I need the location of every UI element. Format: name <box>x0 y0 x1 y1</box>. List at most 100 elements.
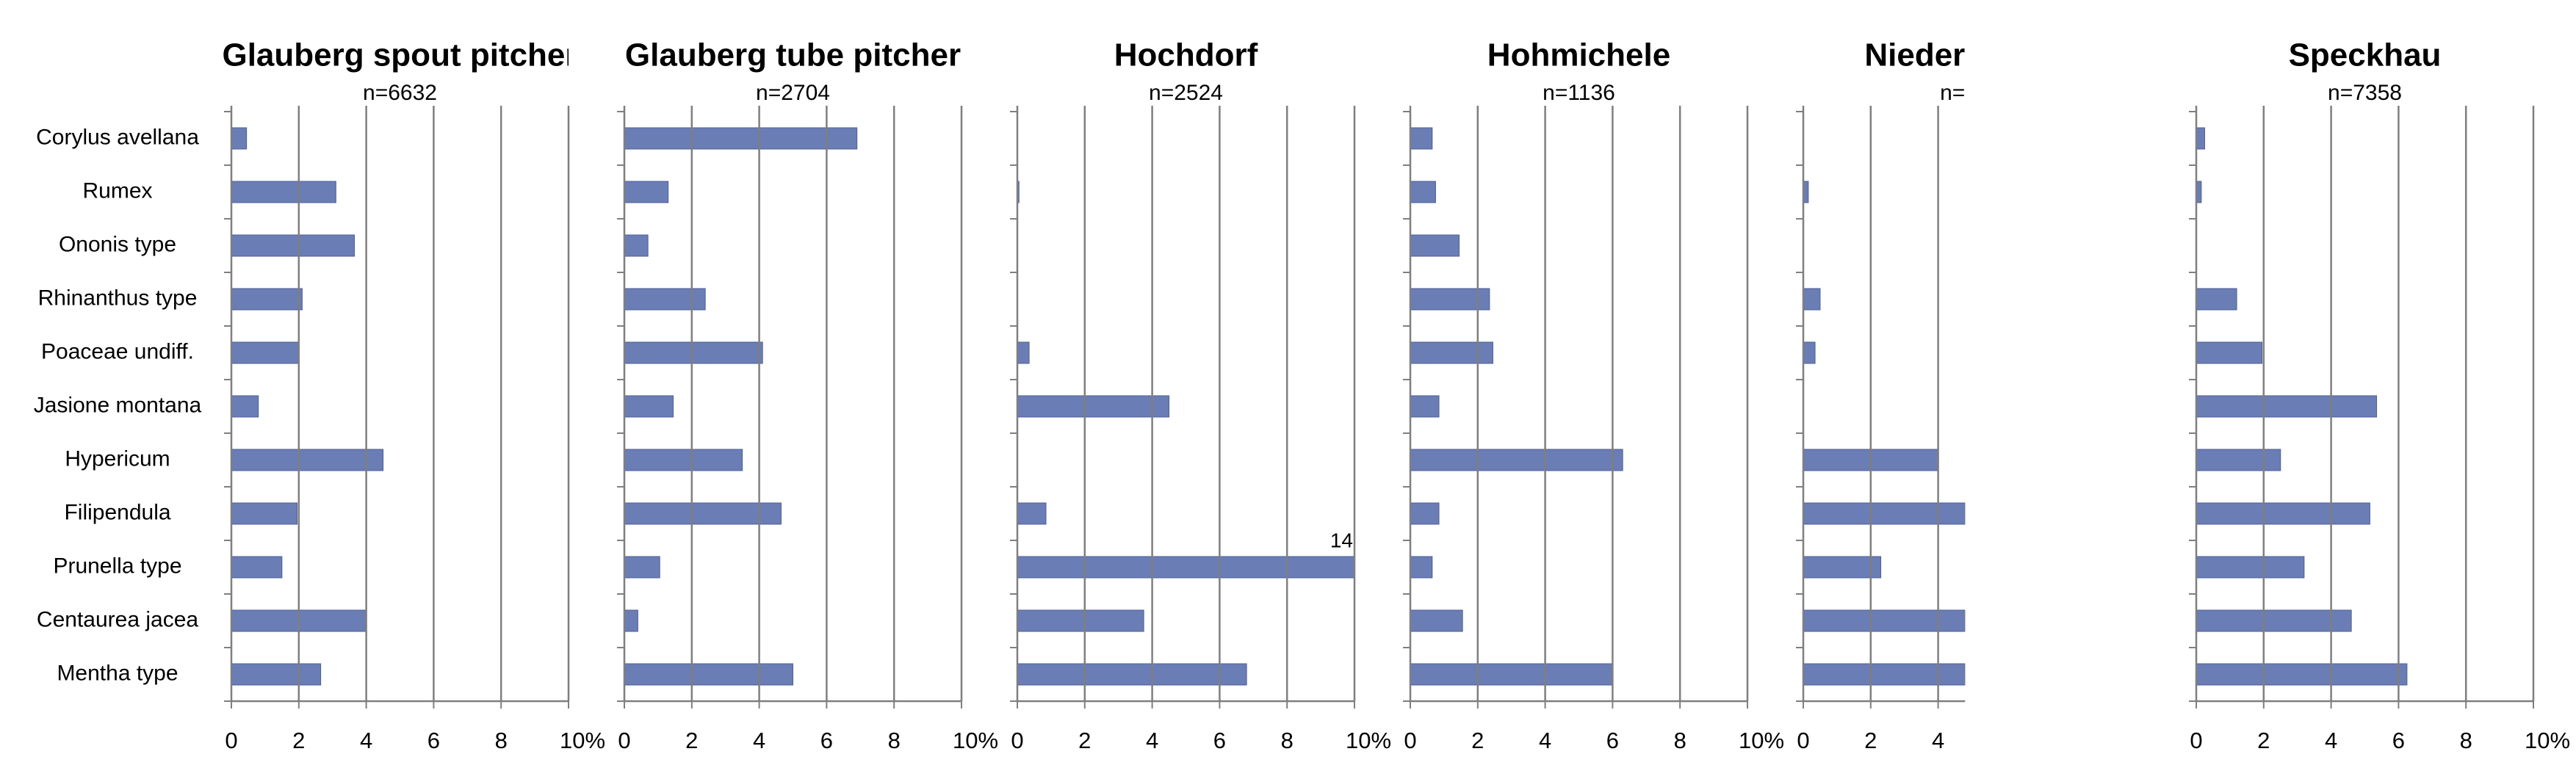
x-tick-label: 0 <box>1797 728 1809 753</box>
category-label: Filipendula <box>64 500 170 524</box>
panel: Hohmichele n=1136 <box>1410 37 1670 686</box>
bar <box>1410 449 1623 471</box>
bar <box>231 234 356 257</box>
category-label: Centaurea jacea <box>37 607 198 631</box>
bar <box>1410 127 1433 150</box>
panel-title: Hohmichele <box>1487 37 1670 73</box>
bar <box>231 288 303 311</box>
value-label: 14 <box>1330 529 1353 551</box>
bar <box>1017 663 1247 686</box>
bar <box>624 288 706 311</box>
bar <box>231 181 336 203</box>
bar <box>2196 341 2263 364</box>
panel-subtitle: n=2524 <box>1149 81 1223 105</box>
bar <box>2196 288 2237 311</box>
bar <box>1803 341 1816 364</box>
bar <box>624 609 638 632</box>
bar <box>1803 609 1966 632</box>
x-tick-label: 4 <box>1932 728 1944 753</box>
x-tick-label: 0 <box>1404 728 1416 753</box>
bar <box>2196 609 2352 632</box>
panel-subtitle: n=2704 <box>756 81 830 105</box>
category-label: Rhinanthus type <box>38 286 198 310</box>
x-tick-label: 6 <box>820 728 833 753</box>
x-tick-label: 4 <box>360 728 372 753</box>
panel-title: Speckhau <box>2289 37 2442 73</box>
x-tick-label: 6 <box>2392 728 2405 753</box>
bar <box>1410 556 1433 579</box>
x-tick-label: 4 <box>753 728 765 753</box>
bar <box>231 449 384 471</box>
bar <box>1017 502 1047 525</box>
x-tick-label: 2 <box>1078 728 1091 753</box>
bar <box>231 556 283 579</box>
panel-subtitle: n=7358 <box>2328 81 2402 105</box>
bar <box>624 556 660 579</box>
x-tick-label: 2 <box>2257 728 2270 753</box>
bar <box>1410 609 1463 632</box>
bar <box>2196 556 2305 579</box>
bar <box>1410 341 1493 364</box>
x-tick-label: 2 <box>292 728 305 753</box>
bar <box>1410 288 1490 311</box>
x-tick-label: 8 <box>2460 728 2472 753</box>
x-tick-label: 10% <box>1739 728 1784 753</box>
panel: Speckhau n=7358 <box>2196 37 2442 686</box>
bar <box>624 395 674 418</box>
bar <box>231 502 298 525</box>
bar <box>624 449 743 471</box>
x-tick-label: 10% <box>1346 728 1391 753</box>
panel-title: Glauberg spout pitcher <box>222 37 577 73</box>
bar <box>2196 663 2408 686</box>
x-tick-label: 8 <box>1674 728 1686 753</box>
category-label: Corylus avellana <box>36 125 199 149</box>
category-label: Hypericum <box>65 446 170 471</box>
x-tick-label: 10% <box>2525 728 2570 753</box>
bar <box>2196 395 2378 418</box>
x-tick-label: 8 <box>888 728 901 753</box>
bar <box>624 341 763 364</box>
panel: Hochdorf n=2524 14 <box>1017 37 1354 686</box>
panel-title: Hochdorf <box>1114 37 1258 73</box>
bar <box>624 127 858 150</box>
bar <box>2196 449 2281 471</box>
bar <box>231 663 322 686</box>
panel: Glauberg spout pitcher n=6632 <box>222 37 577 686</box>
category-label: Ononis type <box>59 232 176 256</box>
x-tick-label: 2 <box>685 728 698 753</box>
x-tick-label: 10% <box>560 728 605 753</box>
x-tick-label: 2 <box>1864 728 1877 753</box>
x-tick-label: 0 <box>1011 728 1023 753</box>
panel-title: Nieder <box>1864 37 1965 73</box>
x-tick-label: 4 <box>1146 728 1158 753</box>
bar <box>1803 663 1966 686</box>
bar <box>624 502 782 525</box>
x-tick-label: 0 <box>618 728 630 753</box>
bar <box>1803 556 1882 579</box>
x-tick-label: 8 <box>1281 728 1294 753</box>
bar <box>1410 395 1440 418</box>
bar <box>231 341 300 364</box>
x-tick-label: 4 <box>1539 728 1551 753</box>
bar <box>1803 288 1821 311</box>
x-tick-label: 2 <box>1471 728 1484 753</box>
category-label: Jasione montana <box>34 393 202 417</box>
panel-subtitle: n= <box>1940 81 1965 105</box>
bar <box>1410 663 1613 686</box>
category-label: Mentha type <box>57 661 178 685</box>
x-tick-label: 0 <box>2190 728 2202 753</box>
bar <box>1410 234 1460 257</box>
panel-subtitle: n=6632 <box>363 81 437 105</box>
bar <box>2196 127 2205 150</box>
category-label: Poaceae undiff. <box>41 339 194 363</box>
x-tick-label: 6 <box>1606 728 1619 753</box>
bar <box>624 181 669 203</box>
panel-subtitle: n=1136 <box>1543 81 1615 105</box>
bar <box>231 395 259 418</box>
bar <box>624 663 793 686</box>
bar <box>231 127 248 150</box>
bar <box>1410 181 1436 203</box>
panel-title: Glauberg tube pitcher <box>625 37 961 73</box>
